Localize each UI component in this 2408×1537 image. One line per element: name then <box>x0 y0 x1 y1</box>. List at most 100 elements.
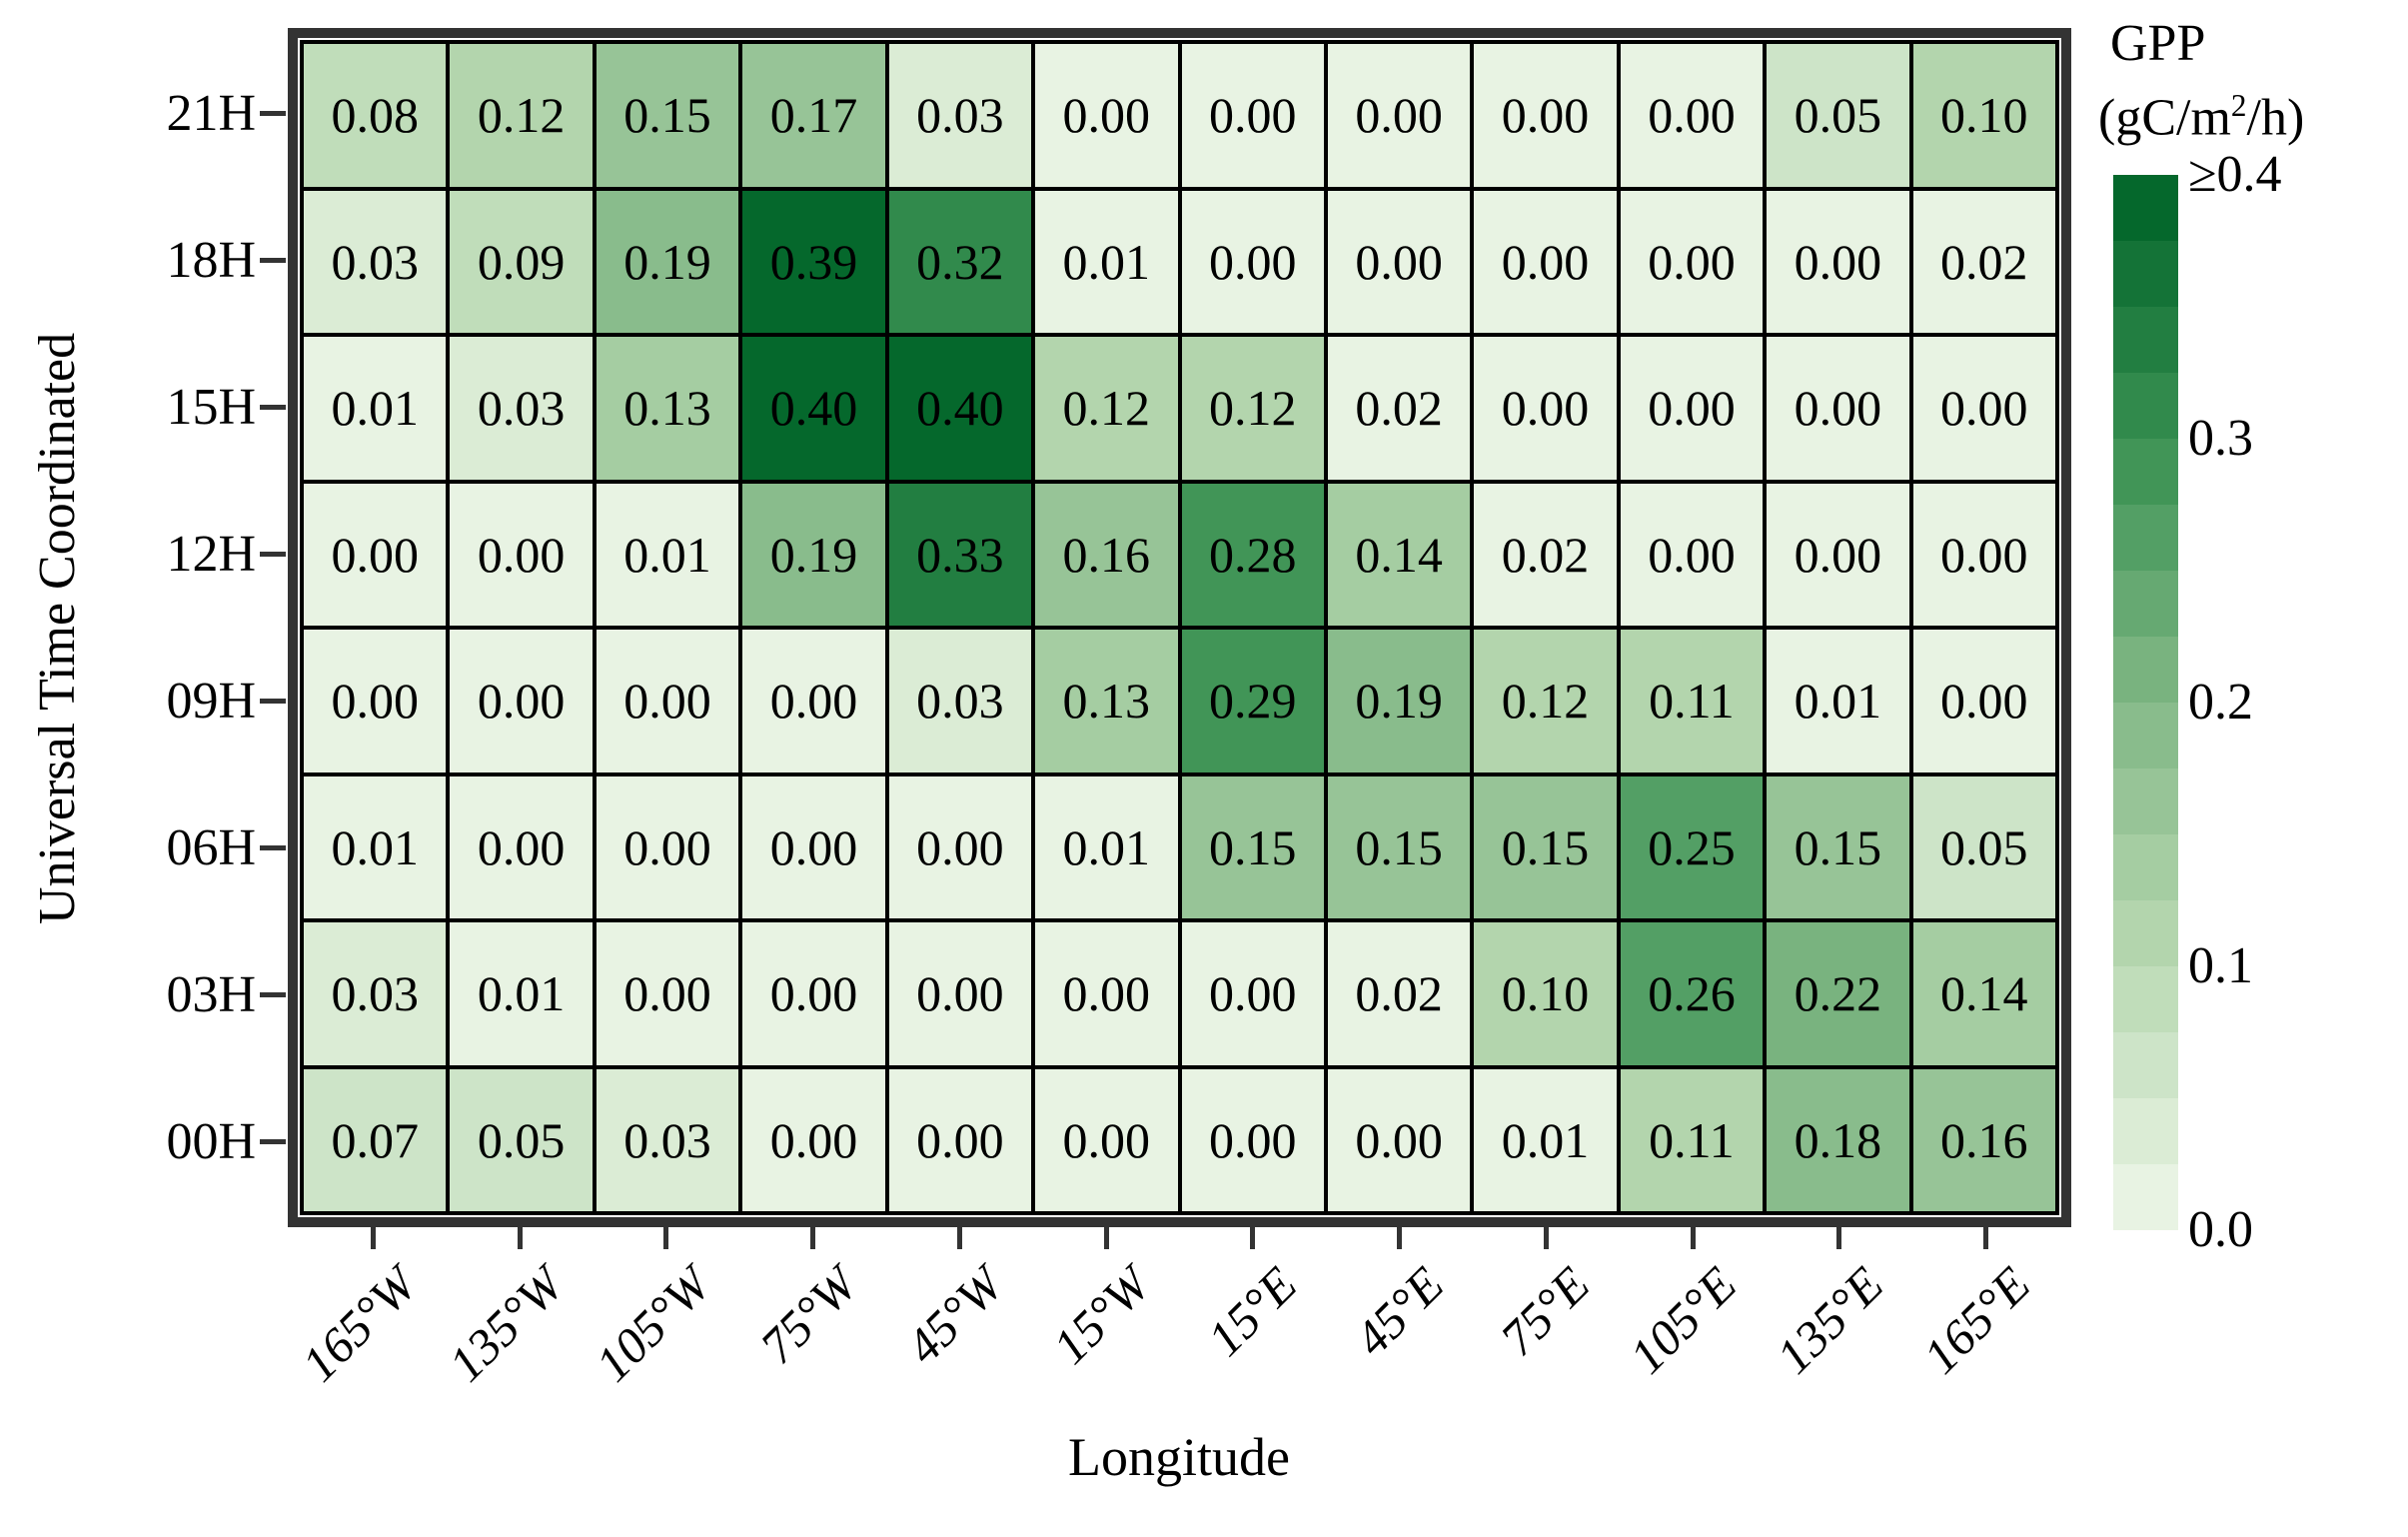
y-tick-mark <box>260 552 286 557</box>
colorbar-step <box>2113 307 2178 373</box>
heatmap-cell-06H-45°E: 0.15 <box>1325 773 1473 920</box>
legend-units-sup: 2 <box>2230 88 2247 123</box>
heatmap-cell-00H-135°W: 0.05 <box>448 1066 595 1213</box>
y-tick-label-15H: 15H <box>166 378 256 436</box>
heatmap-cell-12H-165°W: 0.00 <box>302 481 449 628</box>
heatmap-cell-06H-105°E: 0.25 <box>1618 773 1766 920</box>
y-tick-mark <box>260 111 286 116</box>
heatmap-cell-09H-165°E: 0.00 <box>1910 628 2057 774</box>
colorbar-step <box>2113 900 2178 966</box>
heatmap-cell-03H-135°E: 0.22 <box>1765 920 1911 1067</box>
legend-units: (gC/m2/h) <box>2098 74 2304 150</box>
heatmap-cell-21H-105°W: 0.15 <box>594 42 741 189</box>
heatmap-cell-03H-45°W: 0.00 <box>886 920 1034 1067</box>
heatmap-cell-00H-15°W: 0.00 <box>1033 1066 1180 1213</box>
heatmap-cell-15H-15°W: 0.12 <box>1033 335 1180 482</box>
heatmap-cell-00H-15°E: 0.00 <box>1179 1066 1326 1213</box>
heatmap-cell-15H-165°W: 0.01 <box>302 335 449 482</box>
heatmap-cell-03H-105°W: 0.00 <box>594 920 741 1067</box>
heatmap-cell-09H-15°E: 0.29 <box>1179 628 1326 774</box>
colorbar-tick-label-1: 0.3 <box>2188 410 2253 467</box>
colorbar-tick-label-3: 0.1 <box>2188 937 2253 994</box>
heatmap-cell-18H-45°W: 0.32 <box>886 188 1034 335</box>
heatmap-cell-03H-105°E: 0.26 <box>1618 920 1766 1067</box>
colorbar-step <box>2113 834 2178 900</box>
heatmap-cell-09H-135°W: 0.00 <box>448 628 595 774</box>
y-tick-label-18H: 18H <box>166 231 256 289</box>
x-tick-mark <box>517 1227 523 1249</box>
heatmap-cell-03H-75°W: 0.00 <box>740 920 887 1067</box>
heatmap-cell-21H-105°E: 0.00 <box>1618 42 1766 189</box>
heatmap-cell-12H-75°W: 0.19 <box>740 481 887 628</box>
heatmap-cell-21H-75°E: 0.00 <box>1472 42 1619 189</box>
colorbar-step <box>2113 505 2178 571</box>
y-tick-mark <box>260 699 286 704</box>
heatmap-cell-09H-105°E: 0.11 <box>1618 628 1766 774</box>
heatmap-cell-06H-15°E: 0.15 <box>1179 773 1326 920</box>
heatmap-cell-03H-15°E: 0.00 <box>1179 920 1326 1067</box>
colorbar-step <box>2113 1098 2178 1164</box>
heatmap-cell-12H-45°E: 0.14 <box>1325 481 1473 628</box>
legend-units-post: /h) <box>2246 89 2305 147</box>
y-tick-label-06H: 06H <box>166 818 256 876</box>
heatmap-cell-06H-15°W: 0.01 <box>1033 773 1180 920</box>
heatmap-cell-12H-105°E: 0.00 <box>1618 481 1766 628</box>
heatmap-cell-18H-45°E: 0.00 <box>1325 188 1473 335</box>
colorbar-step <box>2113 571 2178 637</box>
legend-title: GPP <box>2110 15 2206 72</box>
heatmap-cell-00H-45°E: 0.00 <box>1325 1066 1473 1213</box>
heatmap-cell-15H-135°E: 0.00 <box>1765 335 1911 482</box>
heatmap-cell-15H-45°W: 0.40 <box>886 335 1034 482</box>
heatmap-cell-00H-165°W: 0.07 <box>302 1066 449 1213</box>
colorbar-step <box>2113 1164 2178 1230</box>
heatmap-cell-09H-165°W: 0.00 <box>302 628 449 774</box>
heatmap-cell-18H-105°W: 0.19 <box>594 188 741 335</box>
heatmap-cell-15H-165°E: 0.00 <box>1910 335 2057 482</box>
x-tick-mark <box>1543 1227 1549 1249</box>
heatmap-cell-00H-105°W: 0.03 <box>594 1066 741 1213</box>
heatmap-cell-06H-45°W: 0.00 <box>886 773 1034 920</box>
y-axis-title: Universal Time Coordinated <box>29 332 86 925</box>
x-tick-mark <box>1983 1227 1989 1249</box>
heatmap-panel: 0.08 0.12 0.15 0.17 0.03 0.00 0.00 0.00 0.00 0.00… <box>288 28 2071 1227</box>
heatmap-cell-06H-165°E: 0.05 <box>1910 773 2057 920</box>
y-tick-mark <box>260 258 286 263</box>
y-tick-mark <box>260 1139 286 1144</box>
heatmap-cell-09H-45°W: 0.03 <box>886 628 1034 774</box>
heatmap-cell-12H-15°W: 0.16 <box>1033 481 1180 628</box>
heatmap-cell-18H-105°E: 0.00 <box>1618 188 1766 335</box>
legend-units-pre: (gC/m <box>2098 89 2231 147</box>
y-tick-label-00H: 00H <box>166 1112 256 1170</box>
heatmap-cell-09H-105°W: 0.00 <box>594 628 741 774</box>
x-tick-mark <box>663 1227 669 1249</box>
colorbar-step <box>2113 439 2178 505</box>
heatmap-cell-09H-75°E: 0.12 <box>1472 628 1619 774</box>
heatmap-cell-18H-15°W: 0.01 <box>1033 188 1180 335</box>
heatmap-cell-15H-105°W: 0.13 <box>594 335 741 482</box>
y-tick-mark <box>260 405 286 410</box>
heatmap-cell-21H-135°W: 0.12 <box>448 42 595 189</box>
x-tick-mark <box>810 1227 816 1249</box>
y-tick-label-03H: 03H <box>166 965 256 1023</box>
x-tick-mark <box>1690 1227 1696 1249</box>
heatmap-cell-06H-75°W: 0.00 <box>740 773 887 920</box>
heatmap-cell-03H-15°W: 0.00 <box>1033 920 1180 1067</box>
heatmap-cell-21H-165°E: 0.10 <box>1910 42 2057 189</box>
colorbar-step <box>2113 768 2178 834</box>
y-tick-mark <box>260 845 286 850</box>
heatmap-cell-09H-75°W: 0.00 <box>740 628 887 774</box>
heatmap-cell-03H-45°E: 0.02 <box>1325 920 1473 1067</box>
heatmap-cell-00H-135°E: 0.18 <box>1765 1066 1911 1213</box>
heatmap-cell-18H-165°E: 0.02 <box>1910 188 2057 335</box>
heatmap-cell-00H-75°W: 0.00 <box>740 1066 887 1213</box>
heatmap-cell-00H-165°E: 0.16 <box>1910 1066 2057 1213</box>
y-tick-label-09H: 09H <box>166 672 256 730</box>
heatmap-cell-06H-105°W: 0.00 <box>594 773 741 920</box>
heatmap-cell-06H-165°W: 0.01 <box>302 773 449 920</box>
colorbar-step <box>2113 637 2178 703</box>
x-tick-mark <box>370 1227 376 1249</box>
heatmap-cell-12H-135°E: 0.00 <box>1765 481 1911 628</box>
heatmap-cell-00H-75°E: 0.01 <box>1472 1066 1619 1213</box>
heatmap-cell-12H-45°W: 0.33 <box>886 481 1034 628</box>
